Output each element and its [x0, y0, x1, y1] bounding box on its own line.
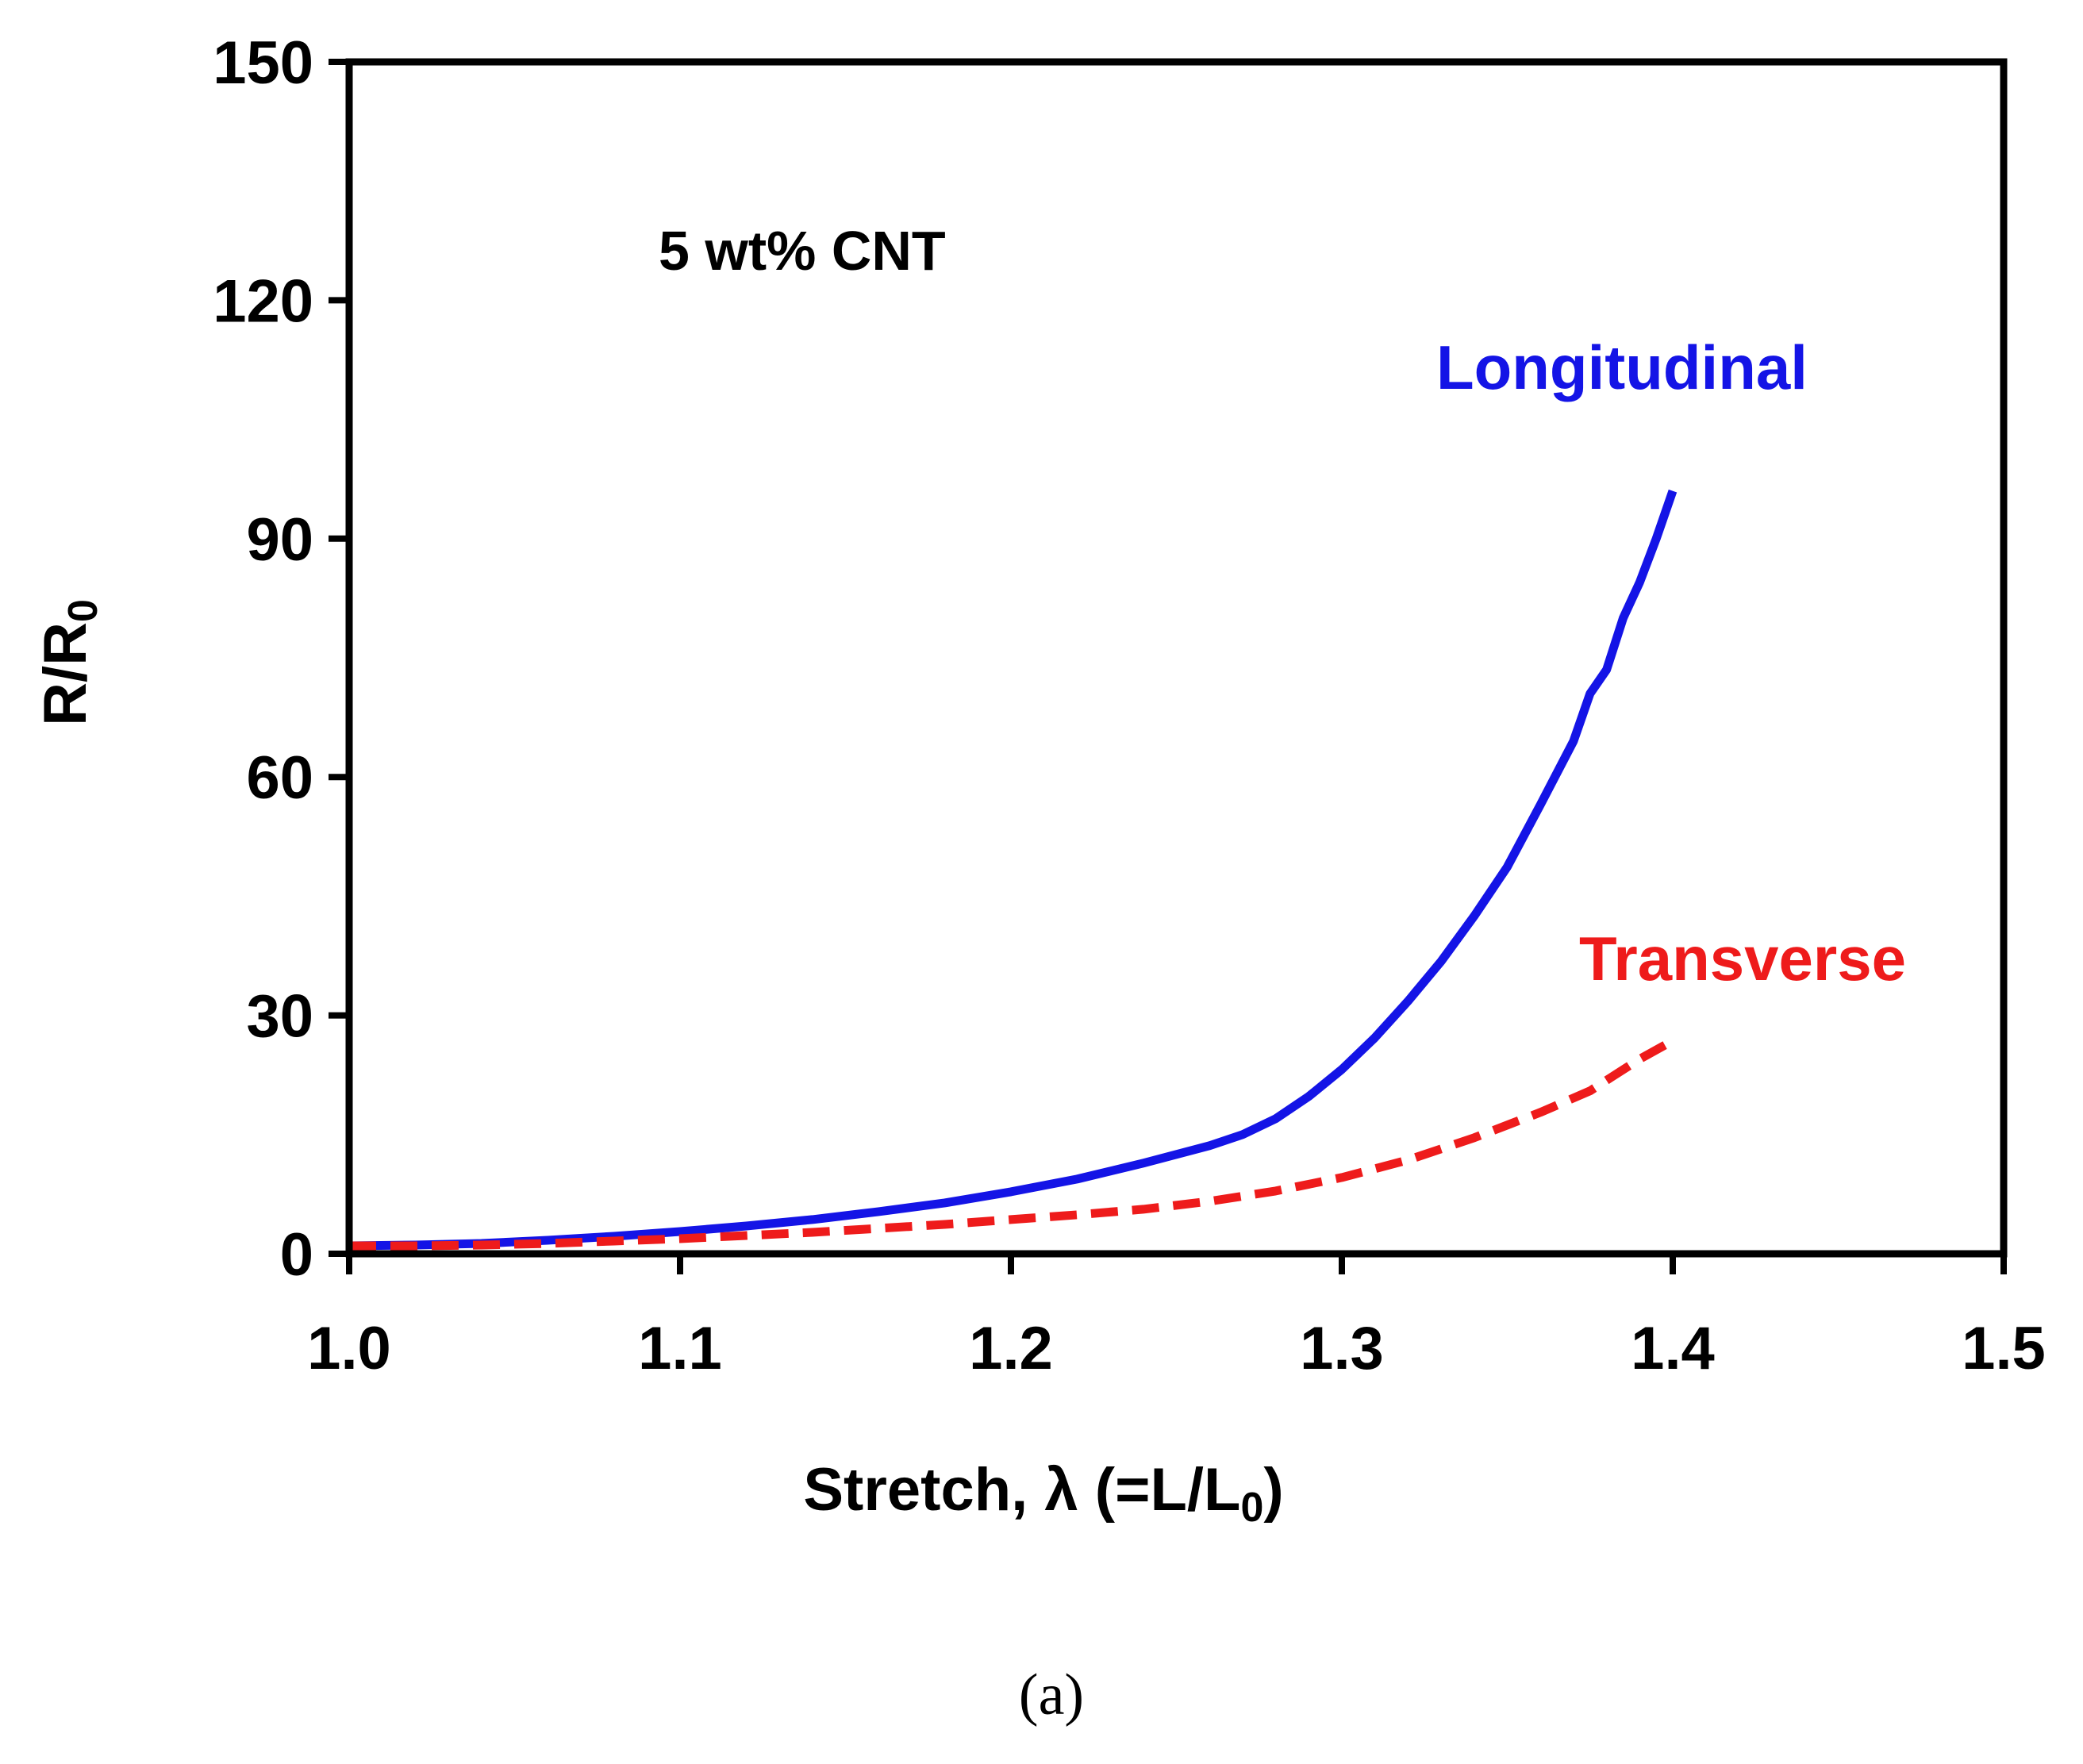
y-axis-label-subscript: 0 — [60, 599, 106, 622]
x-axis-label-tail: ) — [1263, 1456, 1283, 1524]
y-axis-label: R/R0 — [32, 599, 106, 726]
y-axis-label-main: R/R — [32, 622, 99, 726]
annotation-label: 5 wt% CNT — [659, 220, 946, 282]
x-axis-label-main: Stretch, λ (=L/L — [803, 1456, 1240, 1524]
series-line-transverse — [349, 1041, 1673, 1246]
x-tick-label: 1.5 — [1962, 1315, 2046, 1382]
y-tick-label: 120 — [213, 267, 313, 335]
y-tick-label: 150 — [213, 29, 313, 97]
x-tick-label: 1.4 — [1631, 1315, 1715, 1382]
y-tick-label: 30 — [246, 983, 313, 1051]
figure-caption: (a) — [1019, 1662, 1084, 1727]
legend-label-transverse: Transverse — [1579, 924, 1906, 993]
x-axis-label-subscript: 0 — [1240, 1485, 1263, 1531]
plot-frame — [349, 62, 2004, 1254]
x-tick-label: 1.2 — [969, 1315, 1053, 1382]
y-tick-label: 60 — [246, 744, 313, 812]
y-tick-label: 0 — [280, 1221, 313, 1289]
x-tick-label: 1.1 — [638, 1315, 722, 1382]
x-axis-label: Stretch, λ (=L/L0) — [803, 1456, 1283, 1531]
axis-layer: 1.0 1.1 1.2 1.3 1.4 1.5 0 30 60 90 120 150 — [213, 29, 2046, 1382]
plot-layer — [349, 491, 1673, 1246]
legend-label-longitudinal: Longitudinal — [1436, 332, 1808, 402]
x-tick-label: 1.3 — [1300, 1315, 1384, 1382]
label-layer: 5 wt% CNT Longitudinal Transverse R/R0 S… — [32, 220, 1906, 1727]
y-tick-label: 90 — [246, 506, 313, 574]
series-line-longitudinal — [349, 491, 1673, 1246]
x-tick-label: 1.0 — [307, 1315, 391, 1382]
